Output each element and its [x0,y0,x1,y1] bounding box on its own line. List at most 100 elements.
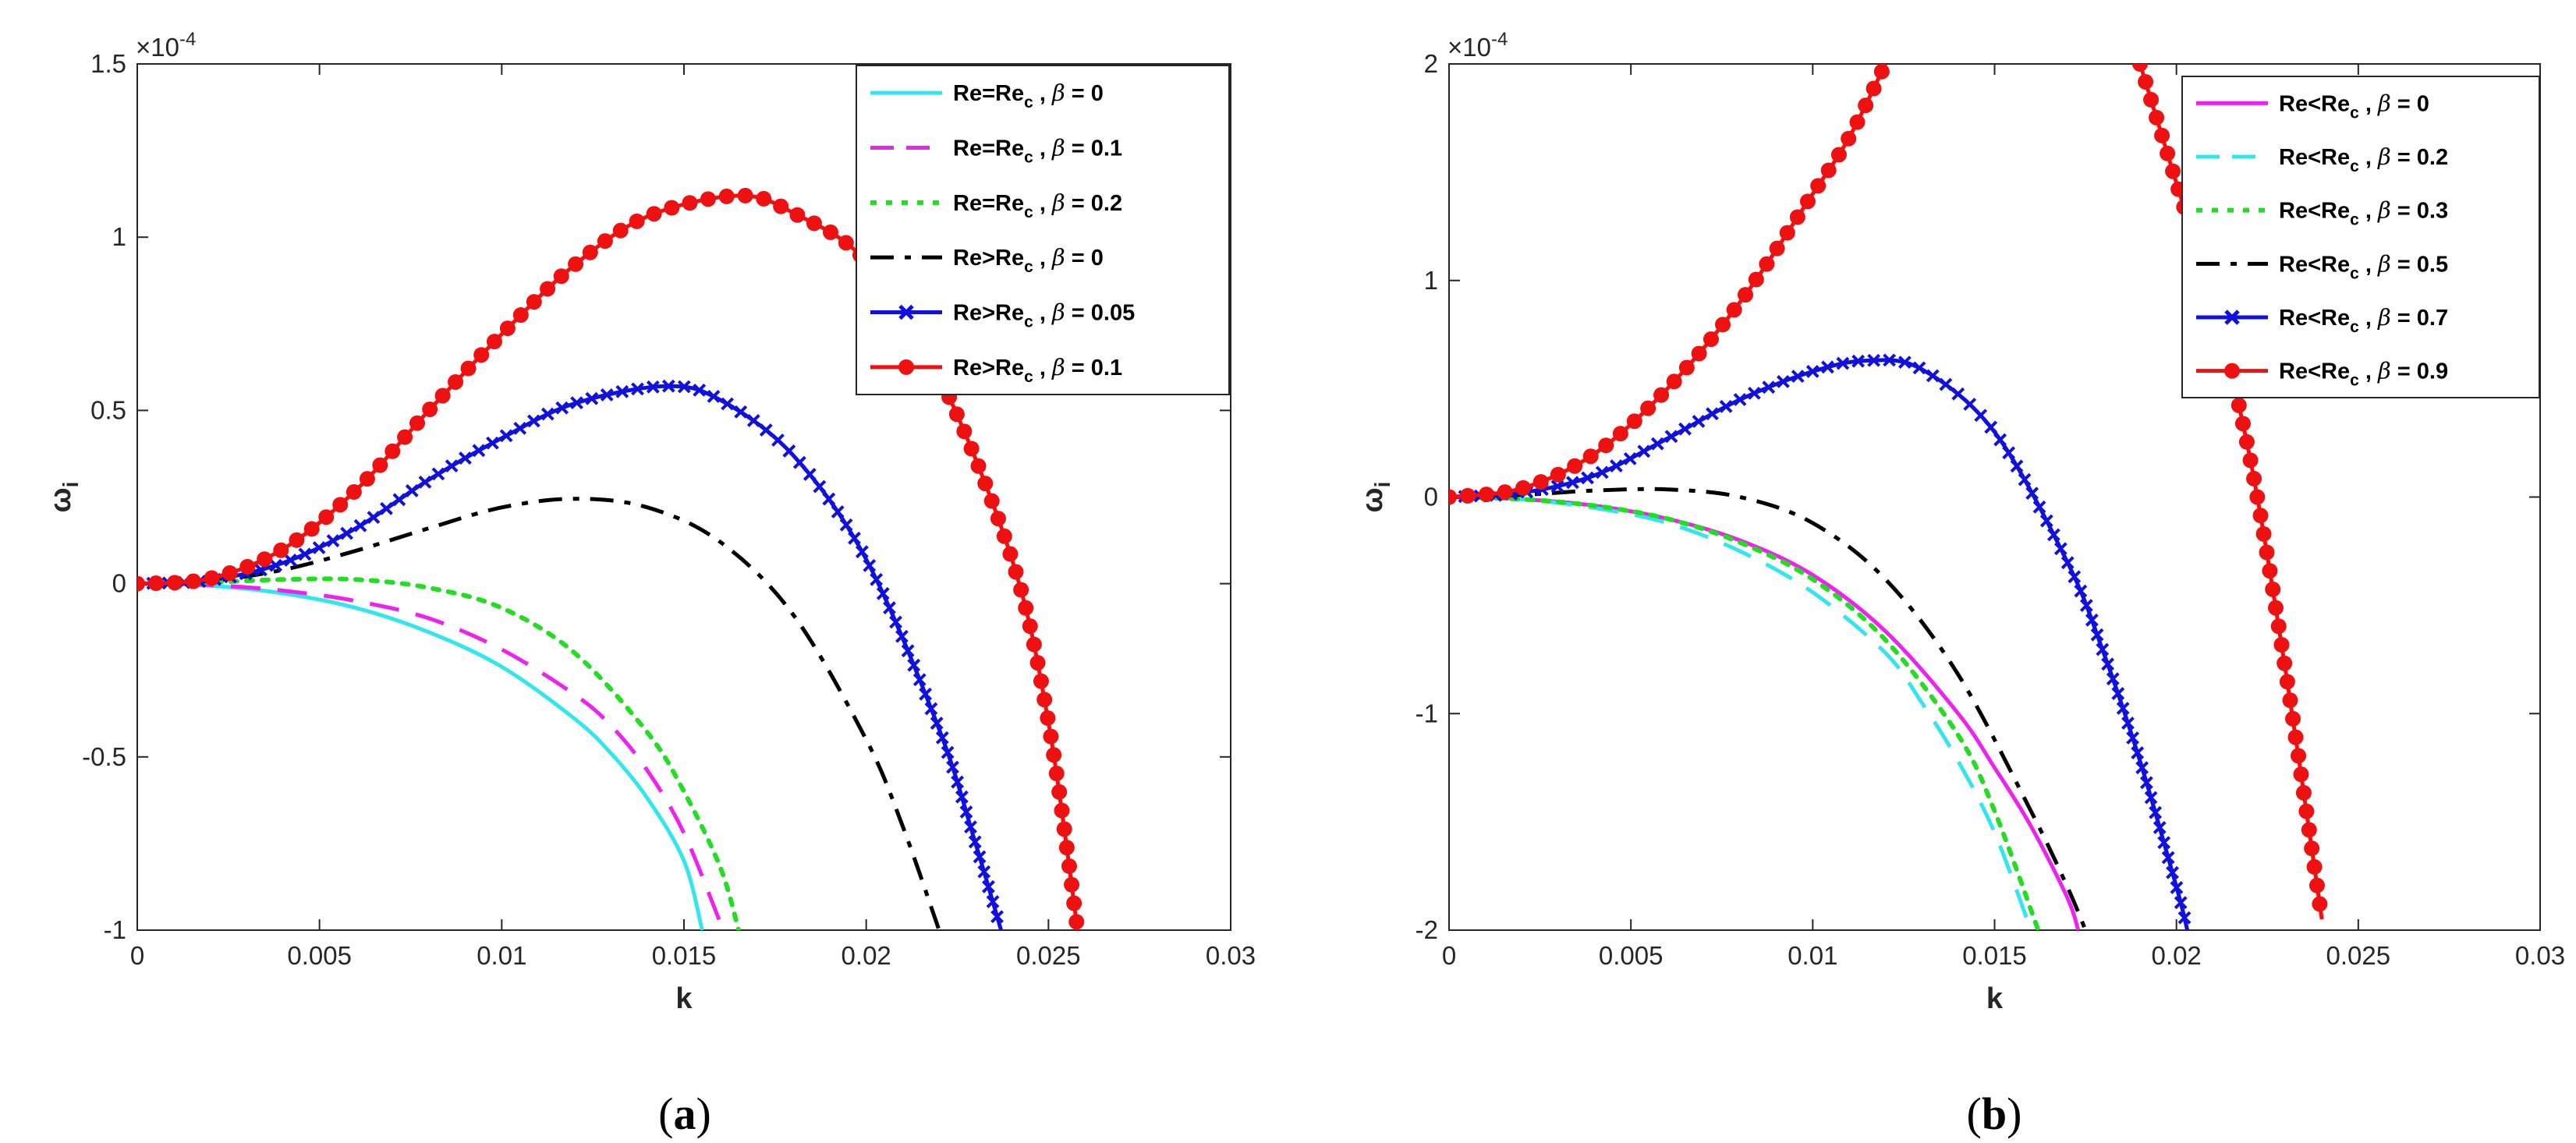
legend-label-beta: β [1051,189,1065,216]
series-marker [486,436,499,450]
legend-label: Re<Rec , β = 0.5 [2279,250,2448,282]
series-marker [2165,163,2181,179]
series-marker [204,570,220,586]
legend-label-value: = 0.5 [2391,252,2448,277]
series-marker [2170,881,2184,894]
series-marker [1040,710,1056,726]
series-marker [2139,776,2153,790]
series-marker [1805,365,1819,378]
legend-label-pre: Re<Re [2279,199,2350,224]
series-line [1449,487,2088,930]
series-marker [137,575,145,592]
legend-marker [898,359,914,375]
series-marker [2265,581,2281,597]
series-marker [1951,387,1965,401]
legend-label-value: = 0.05 [1065,301,1136,326]
series-marker [239,558,256,575]
series-marker [1830,147,1847,163]
series-line [1449,358,2190,930]
series-marker [1714,317,1731,333]
legend-label-beta: β [1051,354,1065,380]
series-marker [1515,479,1532,496]
series-marker [1566,476,1579,490]
series-marker [996,528,1012,544]
series-marker [2121,717,2135,730]
series-marker [2032,500,2046,514]
series-marker [737,187,753,203]
legend-label-beta: β [2377,197,2391,224]
series-marker [612,222,629,239]
series-marker [473,347,490,363]
series-marker [1993,433,2007,447]
series-marker [982,879,995,894]
series-marker [1747,386,1761,400]
legend-label-sub: c [1024,258,1033,276]
series-marker [1719,399,1733,413]
series-marker [2085,613,2099,627]
x-tick-label: 0.01 [477,941,526,970]
series-marker [901,644,915,658]
series-marker [2291,748,2307,764]
legend-label-sep: , [1033,301,1052,326]
series-marker [2157,836,2171,850]
legend-label-pre: Re=Re [953,81,1024,106]
series-marker [2126,731,2140,745]
series-marker [472,444,486,458]
series-marker [700,191,716,207]
series-marker [597,233,613,249]
series-marker [147,575,164,592]
series-marker [2282,692,2298,709]
legend-label-sub: c [2350,104,2359,122]
series-marker [956,423,973,440]
legend-label-beta: β [2377,90,2391,116]
legend-label-value: = 0.9 [2391,359,2448,384]
series-marker [1532,474,1549,490]
legend-label: Re>Rec , β = 0 [953,244,1104,276]
series-marker [2154,127,2170,143]
x-tick-label: 0 [1442,941,1456,970]
y-tick-label: 1 [112,222,126,251]
series-marker [1664,430,1678,444]
panel-b: 0 0.005 0.01 0.015 0.02 0.025 0.03 -2 -1 0 1 2 ×10-4… [1356,29,2565,1139]
legend-label-value: = 0.2 [1065,191,1122,216]
series-marker [409,415,426,431]
series-marker [771,433,785,447]
series-marker [312,541,326,554]
series-marker [964,820,977,834]
y-tick-label: -2 [1416,915,1438,944]
series-marker [1036,692,1053,708]
series-marker [707,390,721,403]
legend-label-sep: , [2359,199,2378,224]
series-marker [1866,80,1882,97]
series-marker [2293,766,2309,783]
series-marker [822,224,838,240]
legend-label: Re>Rec , β = 0.05 [953,299,1135,331]
legend-label-value: = 0.1 [1065,136,1122,161]
y-multiplier-exponent: -4 [179,29,196,50]
series-marker [1867,353,1881,367]
series-marker [422,401,438,417]
y-tick-label: 1.5 [90,49,126,78]
legend-label-beta: β [1051,80,1065,106]
series-marker [990,511,1006,527]
legend: Re<Rec , β = 0Re<Rec , β = 0.2Re<Rec , β… [2181,76,2540,398]
y-axis-label: ωi [44,482,83,513]
series-marker [372,457,388,473]
series-marker [2002,446,2016,460]
x-axis-label: k [1986,982,2004,1015]
y-tick-label: -1 [1416,699,1438,727]
series-marker [326,534,340,547]
series-marker [792,455,806,469]
series-marker [831,505,845,518]
series-marker [1810,178,1827,194]
series-marker [499,320,516,337]
x-tick-label: 0.025 [1016,941,1081,970]
series-marker [2270,618,2287,635]
series-marker [445,459,459,473]
series-marker [257,551,273,568]
series-marker [367,511,381,524]
series-marker [1926,369,1940,383]
series-marker [2273,636,2290,653]
legend-label: Re<Rec , β = 0 [2279,90,2429,122]
series-marker [570,396,583,410]
